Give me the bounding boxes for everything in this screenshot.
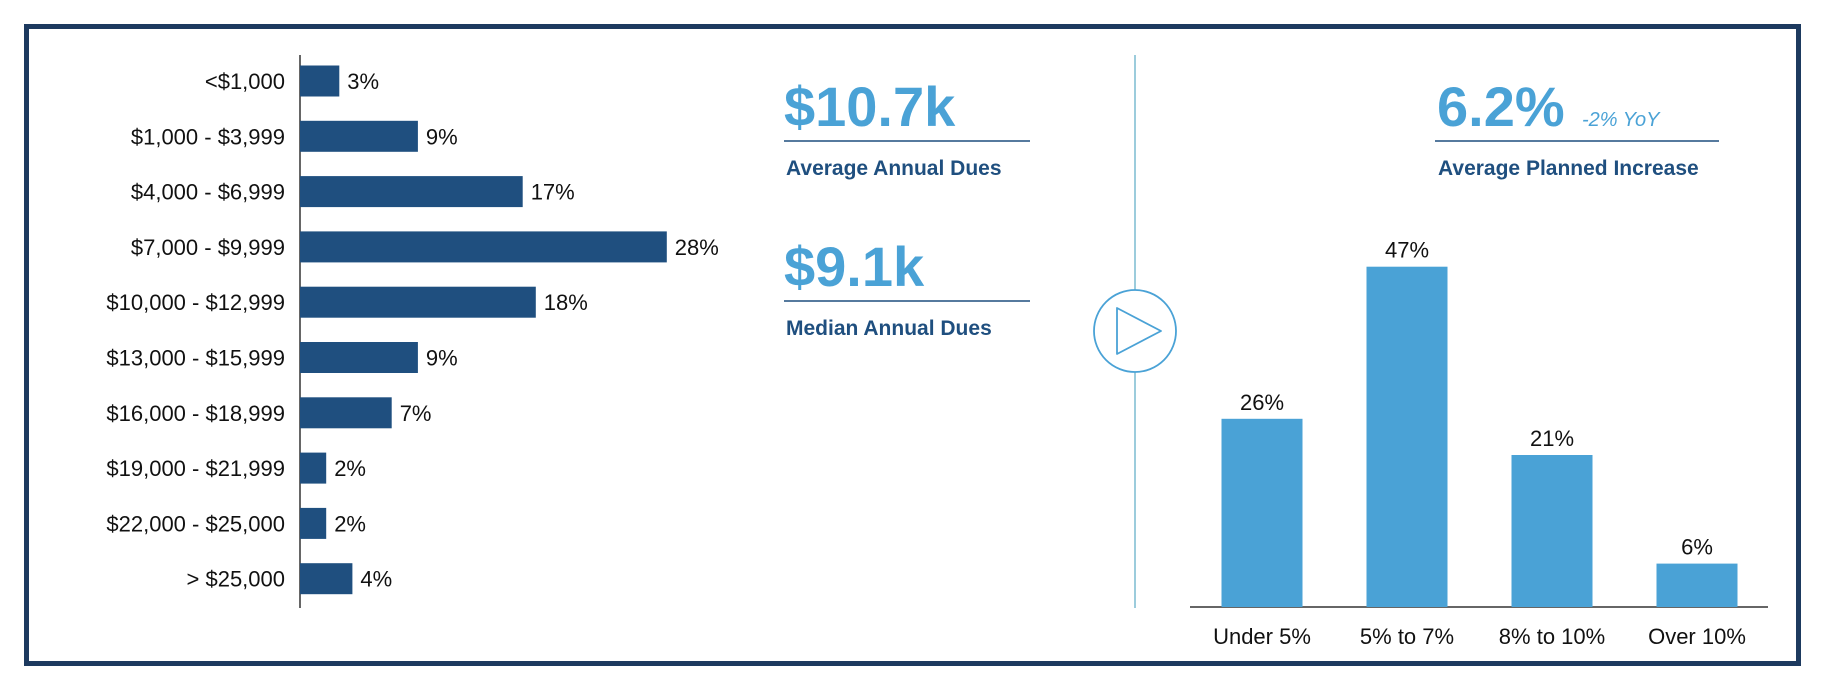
dues-bar xyxy=(300,397,392,429)
average-annual-dues-label: Average Annual Dues xyxy=(786,157,1002,180)
increase-category-label: Under 5% xyxy=(1213,624,1311,649)
dues-category-label: $4,000 - $6,999 xyxy=(131,180,285,205)
dues-value-label: 7% xyxy=(400,401,432,426)
planned-increase-chart: 26% Under 5% 47% 5% to 7% 21% 8% to 10% 6% Over… xyxy=(1190,238,1768,649)
dues-category-label: <$1,000 xyxy=(205,69,285,94)
increase-category-label: 8% to 10% xyxy=(1499,624,1605,649)
dues-bar xyxy=(300,120,418,152)
dues-bar xyxy=(300,452,327,484)
average-planned-increase-yoy: -2% YoY xyxy=(1582,109,1661,131)
dues-value-label: 17% xyxy=(531,180,575,205)
average-planned-increase-value: 6.2% xyxy=(1437,75,1565,138)
dues-value-label: 3% xyxy=(347,69,379,94)
dues-value-label: 4% xyxy=(360,567,392,592)
dues-category-label: $22,000 - $25,000 xyxy=(106,511,285,536)
increase-category-label: Over 10% xyxy=(1648,624,1746,649)
average-planned-increase-stat: 6.2% -2% YoY Average Planned Increase xyxy=(1435,75,1719,180)
dues-bar xyxy=(300,286,536,318)
dues-bar xyxy=(300,342,418,373)
increase-category-label: 5% to 7% xyxy=(1360,624,1454,649)
report-frame xyxy=(24,24,1801,666)
increase-bar xyxy=(1366,266,1448,607)
dues-category-label: $16,000 - $18,999 xyxy=(106,401,285,426)
median-annual-dues-label: Median Annual Dues xyxy=(786,317,992,340)
dues-value-label: 2% xyxy=(334,511,366,536)
dues-value-label: 9% xyxy=(426,124,458,149)
median-annual-dues-value: $9.1k xyxy=(784,235,925,298)
dues-bar xyxy=(300,231,667,263)
dues-value-label: 28% xyxy=(675,235,719,260)
dues-value-label: 2% xyxy=(334,456,366,481)
dues-bar xyxy=(300,507,327,539)
dues-bar xyxy=(300,563,353,595)
average-planned-increase-label: Average Planned Increase xyxy=(1438,157,1699,180)
dues-distribution-chart: <$1,000 3% $1,000 - $3,999 9% $4,000 - $6,99… xyxy=(106,55,719,608)
dues-category-label: $10,000 - $12,999 xyxy=(106,290,285,315)
dues-category-label: $1,000 - $3,999 xyxy=(131,124,285,149)
increase-value-label: 47% xyxy=(1385,238,1429,263)
dues-category-label: $7,000 - $9,999 xyxy=(131,235,285,260)
increase-bar xyxy=(1511,455,1593,607)
dues-category-label: $19,000 - $21,999 xyxy=(106,456,285,481)
dues-value-label: 18% xyxy=(544,290,588,315)
increase-value-label: 26% xyxy=(1240,390,1284,415)
average-annual-dues-value: $10.7k xyxy=(784,75,956,138)
play-icon xyxy=(1093,289,1177,373)
section-divider xyxy=(1093,55,1177,608)
dues-value-label: 9% xyxy=(426,346,458,371)
dues-category-label: $13,000 - $15,999 xyxy=(106,346,285,371)
increase-bar xyxy=(1656,563,1738,607)
dues-bar xyxy=(300,65,340,97)
increase-bar xyxy=(1221,418,1303,607)
increase-value-label: 21% xyxy=(1530,426,1574,451)
average-annual-dues-stat: $10.7k Average Annual Dues xyxy=(784,75,1030,180)
dues-bar xyxy=(300,176,523,208)
dues-category-label: > $25,000 xyxy=(187,567,285,592)
increase-value-label: 6% xyxy=(1681,535,1713,560)
median-annual-dues-stat: $9.1k Median Annual Dues xyxy=(784,235,1030,340)
